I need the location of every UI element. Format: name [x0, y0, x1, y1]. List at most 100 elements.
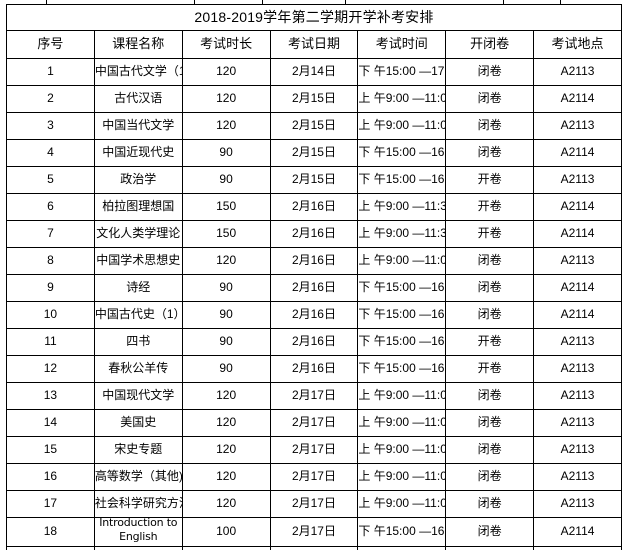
cell-date: 2月16日 [269, 247, 359, 275]
table-row[interactable]: 17 社会科学研究方法 120 2月17日 上 午9:00 —11:00 闭卷 … [6, 490, 622, 518]
cell-course: 社会科学研究方法 [93, 490, 183, 518]
cell-date: 2月17日 [269, 546, 359, 550]
cell-date: 2月17日 [269, 490, 359, 518]
cell-no: 5 [6, 166, 95, 194]
table-row[interactable]: 19 文艺理论 120 2月17日 下 午15:00 —17:00 闭卷 A21… [6, 546, 622, 550]
cell-no: 19 [6, 546, 95, 550]
table-row[interactable]: 5 政治学 90 2月15日 下 午15:00 —16:30 开卷 A2113 [6, 166, 622, 194]
column-divider [560, 0, 561, 4]
cell-time: 下 午15:00 —16:30 [357, 166, 447, 194]
cell-duration: 150 [181, 193, 271, 221]
table-row[interactable]: 9 诗经 90 2月16日 下 午15:00 —16:30 闭卷 A2114 [6, 274, 622, 302]
cell-type: 开卷 [445, 355, 535, 383]
cell-type: 闭卷 [445, 382, 535, 410]
cell-time: 上 午9:00 —11:00 [357, 112, 447, 140]
cell-type: 开卷 [445, 220, 535, 248]
cell-type: 闭卷 [445, 247, 535, 275]
column-divider [262, 0, 263, 4]
cell-place: A2113 [533, 436, 622, 464]
cell-no: 1 [6, 58, 95, 86]
cell-time: 上 午9:00 —11:00 [357, 436, 447, 464]
cell-place: A2114 [533, 517, 622, 547]
cell-date: 2月17日 [269, 463, 359, 491]
cell-type: 闭卷 [445, 139, 535, 167]
cell-type: 闭卷 [445, 58, 535, 86]
cell-duration: 90 [181, 274, 271, 302]
column-header-date: 考试日期 [269, 30, 359, 59]
table-row[interactable]: 10 中国古代史（1） 90 2月16日 下 午15:00 —16:30 闭卷 … [6, 301, 622, 329]
cell-type: 闭卷 [445, 409, 535, 437]
cell-duration: 120 [181, 409, 271, 437]
column-header-type: 开闭卷 [445, 30, 535, 59]
cell-duration: 120 [181, 463, 271, 491]
cell-place: A2114 [533, 193, 622, 221]
cell-course: 文艺理论 [93, 546, 183, 550]
cell-no: 9 [6, 274, 95, 302]
cell-course: 柏拉图理想国 [93, 193, 183, 221]
table-row[interactable]: 1 中国古代文学（1） 120 2月14日 下 午15:00 —17:00 闭卷… [6, 58, 622, 86]
cell-course: 四书 [93, 328, 183, 356]
column-header-place: 考试地点 [533, 30, 622, 59]
cell-place: A2113 [533, 382, 622, 410]
table-row[interactable]: 4 中国近现代史 90 2月15日 下 午15:00 —16:30 闭卷 A21… [6, 139, 622, 167]
column-divider [194, 0, 195, 4]
cell-duration: 90 [181, 139, 271, 167]
cell-time: 下 午15:00 —16:30 [357, 328, 447, 356]
cell-place: A2114 [533, 301, 622, 329]
cell-place: A2113 [533, 546, 622, 550]
cell-type: 开卷 [445, 166, 535, 194]
cell-date: 2月15日 [269, 85, 359, 113]
table-row[interactable]: 7 文化人类学理论 150 2月16日 上 午9:00 —11:30 开卷 A2… [6, 220, 622, 248]
cell-duration: 120 [181, 490, 271, 518]
cell-date: 2月16日 [269, 328, 359, 356]
cell-place: A2114 [533, 139, 622, 167]
column-divider [503, 0, 504, 4]
cell-time: 下 午15:00 —16:40 [357, 517, 447, 547]
cell-place: A2113 [533, 490, 622, 518]
page-title: 2018-2019学年第二学期开学补考安排 [6, 4, 622, 31]
table-row[interactable]: 6 柏拉图理想国 150 2月16日 上 午9:00 —11:30 开卷 A21… [6, 193, 622, 221]
cell-date: 2月14日 [269, 58, 359, 86]
cell-date: 2月16日 [269, 274, 359, 302]
table-row[interactable]: 14 美国史 120 2月17日 上 午9:00 —11:00 闭卷 A2113 [6, 409, 622, 437]
cell-duration: 120 [181, 85, 271, 113]
cell-duration: 120 [181, 436, 271, 464]
cell-place: A2113 [533, 112, 622, 140]
cell-course: 中国近现代史 [93, 139, 183, 167]
cell-duration: 90 [181, 355, 271, 383]
cell-date: 2月16日 [269, 220, 359, 248]
table-row[interactable]: 13 中国现代文学 120 2月17日 上 午9:00 —11:00 闭卷 A2… [6, 382, 622, 410]
clipped-row-above [6, 0, 622, 4]
column-divider [46, 0, 47, 4]
cell-duration: 120 [181, 247, 271, 275]
column-header-course: 课程名称 [93, 30, 183, 59]
cell-course: 高等数学（其他) [93, 463, 183, 491]
cell-time: 上 午9:00 —11:00 [357, 85, 447, 113]
cell-date: 2月15日 [269, 166, 359, 194]
table-row[interactable]: 3 中国当代文学 120 2月15日 上 午9:00 —11:00 闭卷 A21… [6, 112, 622, 140]
cell-no: 7 [6, 220, 95, 248]
cell-time: 下 午15:00 —16:30 [357, 301, 447, 329]
cell-place: A2113 [533, 166, 622, 194]
table-row[interactable]: 16 高等数学（其他) 120 2月17日 上 午9:00 —11:00 闭卷 … [6, 463, 622, 491]
cell-duration: 90 [181, 328, 271, 356]
cell-type: 闭卷 [445, 301, 535, 329]
table-row[interactable]: 18 Introduction to English literature(2)… [6, 517, 622, 547]
table-row[interactable]: 2 古代汉语 120 2月15日 上 午9:00 —11:00 闭卷 A2114 [6, 85, 622, 113]
cell-type: 开卷 [445, 328, 535, 356]
cell-no: 12 [6, 355, 95, 383]
column-header-time: 考试时间 [357, 30, 447, 59]
cell-no: 14 [6, 409, 95, 437]
table-row[interactable]: 8 中国学术思想史 120 2月16日 上 午9:00 —11:00 闭卷 A2… [6, 247, 622, 275]
cell-time: 上 午9:00 —11:30 [357, 220, 447, 248]
table-row[interactable]: 12 春秋公羊传 90 2月16日 下 午15:00 —16:30 开卷 A21… [6, 355, 622, 383]
table-row[interactable]: 15 宋史专题 120 2月17日 上 午9:00 —11:00 闭卷 A211… [6, 436, 622, 464]
cell-no: 8 [6, 247, 95, 275]
cell-no: 16 [6, 463, 95, 491]
cell-time: 下 午15:00 —16:30 [357, 274, 447, 302]
cell-course: 宋史专题 [93, 436, 183, 464]
cell-date: 2月17日 [269, 409, 359, 437]
cell-date: 2月15日 [269, 112, 359, 140]
table-row[interactable]: 11 四书 90 2月16日 下 午15:00 —16:30 开卷 A2113 [6, 328, 622, 356]
cell-course: 政治学 [93, 166, 183, 194]
